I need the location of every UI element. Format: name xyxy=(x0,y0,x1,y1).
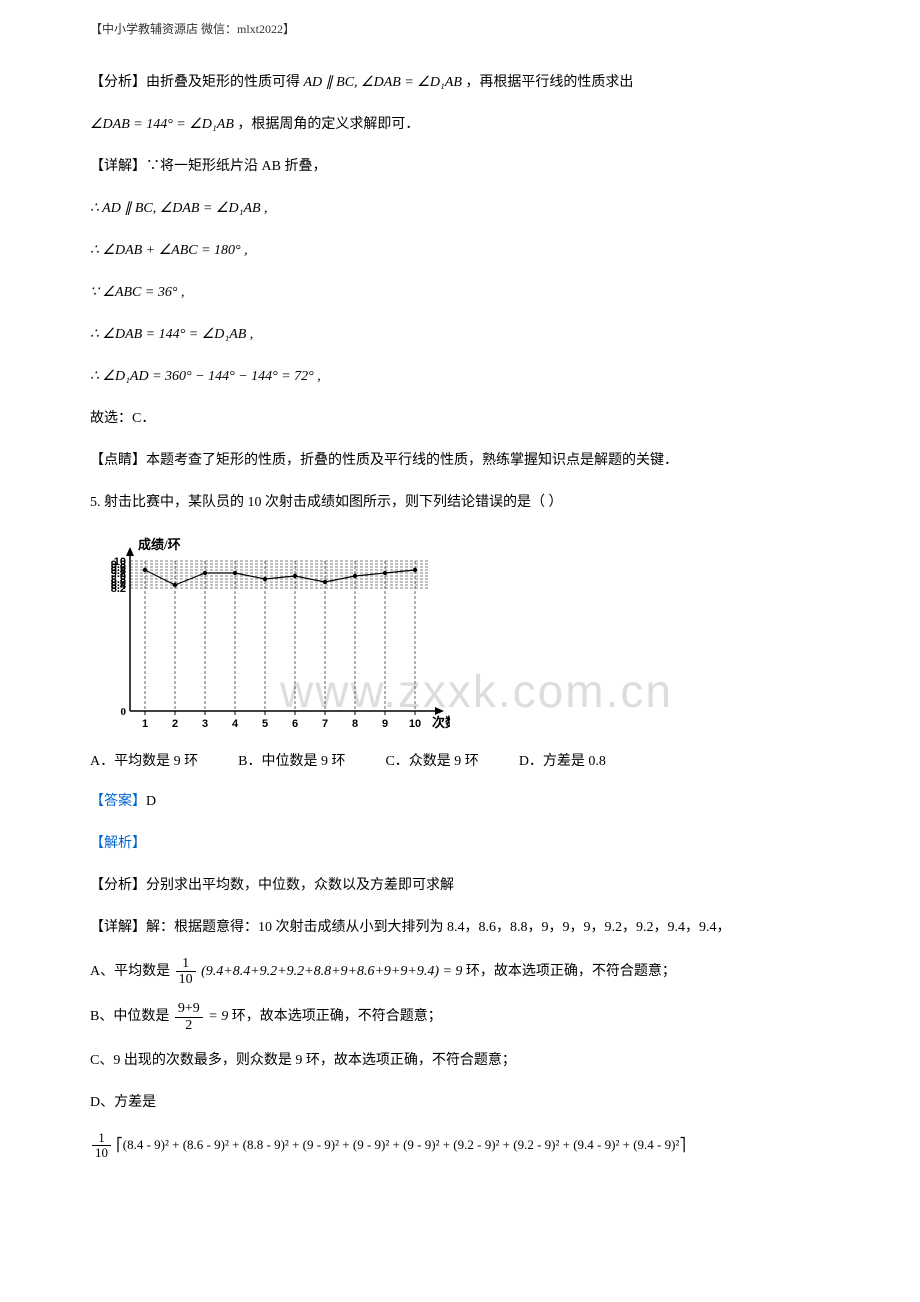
B-frac-num: 9+9 xyxy=(175,1001,203,1017)
B-frac: 9+9 2 xyxy=(175,1001,203,1033)
D-frac-num: 1 xyxy=(92,1131,111,1146)
D-frac: 1 10 xyxy=(92,1131,111,1161)
detail2-A: A、平均数是 1 10 (9.4+8.4+9.2+9.2+8.8+9+8.6+9… xyxy=(90,956,830,988)
analysis-eq2: ∠DAB = 144° = ∠D₁AB xyxy=(90,117,234,132)
q5-stem: 5. 射击比赛中，某队员的 10 次射击成绩如图所示，则下列结论错误的是（ ） xyxy=(90,489,830,517)
detail-s5: ∴ ∠DAB = 144° = ∠D₁AB , xyxy=(90,321,830,349)
detail-s2: ∴ AD ∥ BC, ∠DAB = ∠D₁AB , xyxy=(90,195,830,223)
svg-text:次数: 次数 xyxy=(432,715,450,730)
svg-text:0: 0 xyxy=(121,706,127,718)
detail2-D-expr: 1 10 ⎡(8.4 - 9)² + (8.6 - 9)² + (8.8 - 9… xyxy=(90,1131,830,1161)
detail-s1-text: ∵将一矩形纸片沿 AB 折叠， xyxy=(146,159,326,174)
detail-s3: ∴ ∠DAB + ∠ABC = 180° , xyxy=(90,237,830,265)
detail-label: 【详解】 xyxy=(90,159,146,174)
D-frac-den: 10 xyxy=(92,1146,111,1160)
analysis-eq1: AD ∥ BC, ∠DAB = ∠D₁AB xyxy=(304,75,462,90)
analysis2-text: 分别求出平均数，中位数，众数以及方差即可求解 xyxy=(146,878,454,893)
B-pre: B、中位数是 xyxy=(90,1009,169,1024)
point-text: 本题考查了矩形的性质，折叠的性质及平行线的性质，熟练掌握知识点是解题的关键． xyxy=(146,453,678,468)
B-eq: = 9 xyxy=(208,1009,228,1024)
svg-text:成绩/环: 成绩/环 xyxy=(138,537,181,552)
detail2-D: D、方差是 xyxy=(90,1089,830,1117)
A-pre: A、平均数是 xyxy=(90,964,170,979)
analysis-line1-post: ，再根据平行线的性质求出 xyxy=(465,75,633,90)
A-frac-den: 10 xyxy=(176,972,196,987)
option-b: B．中位数是 9 环 xyxy=(238,751,345,773)
svg-text:7: 7 xyxy=(322,718,328,730)
detail2-intro-text: 解：根据题意得：10 次射击成绩从小到大排列为 8.4，8.6，8.8，9，9，… xyxy=(146,920,731,935)
shooting-chart: 成绩/环8.28.48.68.899.29.49.69.810012345678… xyxy=(90,531,830,741)
q5-answer: 【答案】D xyxy=(90,788,830,816)
svg-text:8: 8 xyxy=(352,718,358,730)
svg-text:4: 4 xyxy=(232,718,239,730)
svg-text:9: 9 xyxy=(382,718,388,730)
svg-text:10: 10 xyxy=(409,718,421,730)
option-a: A．平均数是 9 环 xyxy=(90,751,198,773)
svg-text:6: 6 xyxy=(292,718,298,730)
q5-options: A．平均数是 9 环 B．中位数是 9 环 C．众数是 9 环 D．方差是 0.… xyxy=(90,751,830,773)
svg-text:3: 3 xyxy=(202,718,208,730)
parse-label: 【解析】 xyxy=(90,830,830,858)
analysis-block: 【分析】由折叠及矩形的性质可得 AD ∥ BC, ∠DAB = ∠D₁AB ，再… xyxy=(90,69,830,97)
A-frac: 1 10 xyxy=(176,956,196,988)
detail-s7: 故选：C． xyxy=(90,405,830,433)
svg-text:1: 1 xyxy=(142,718,148,730)
analysis-label: 【分析】 xyxy=(90,75,146,90)
A-frac-num: 1 xyxy=(176,956,196,972)
detail2-C: C、9 出现的次数最多，则众数是 9 环，故本选项正确，不符合题意； xyxy=(90,1047,830,1075)
detail2-label: 【详解】 xyxy=(90,920,146,935)
detail-s4: ∵ ∠ABC = 36° , xyxy=(90,279,830,307)
answer-value: D xyxy=(146,794,156,809)
A-post: 环，故本选项正确，不符合题意； xyxy=(466,964,676,979)
option-d: D．方差是 0.8 xyxy=(519,751,606,773)
svg-text:5: 5 xyxy=(262,718,268,730)
B-frac-den: 2 xyxy=(175,1018,203,1033)
answer-label: 【答案】 xyxy=(90,794,146,809)
option-c: C．众数是 9 环 xyxy=(385,751,478,773)
detail2-B: B、中位数是 9+9 2 = 9 环，故本选项正确，不符合题意； xyxy=(90,1001,830,1033)
analysis2-label: 【分析】 xyxy=(90,878,146,893)
point-block: 【点睛】本题考查了矩形的性质，折叠的性质及平行线的性质，熟练掌握知识点是解题的关… xyxy=(90,447,830,475)
analysis-line2: ∠DAB = 144° = ∠D₁AB ，根据周角的定义求解即可． xyxy=(90,111,830,139)
svg-text:2: 2 xyxy=(172,718,178,730)
svg-text:10: 10 xyxy=(114,556,126,568)
analysis2-block: 【分析】分别求出平均数，中位数，众数以及方差即可求解 xyxy=(90,872,830,900)
A-expr: (9.4+8.4+9.2+9.2+8.8+9+8.6+9+9+9.4) = 9 xyxy=(201,964,462,979)
point-label: 【点睛】 xyxy=(90,453,146,468)
detail-s6: ∴ ∠D₁AD = 360° − 144° − 144° = 72° , xyxy=(90,363,830,391)
B-post: 环，故本选项正确，不符合题意； xyxy=(232,1009,442,1024)
header-note: 【中小学教辅资源店 微信：mlxt2022】 xyxy=(90,20,830,39)
D-expr: ⎡(8.4 - 9)² + (8.6 - 9)² + (8.8 - 9)² + … xyxy=(116,1137,686,1152)
analysis-line1-pre: 由折叠及矩形的性质可得 xyxy=(146,75,300,90)
analysis-line2-post: ，根据周角的定义求解即可． xyxy=(237,117,419,132)
detail2-intro: 【详解】解：根据题意得：10 次射击成绩从小到大排列为 8.4，8.6，8.8，… xyxy=(90,914,830,942)
detail-s1: 【详解】∵将一矩形纸片沿 AB 折叠， xyxy=(90,153,830,181)
